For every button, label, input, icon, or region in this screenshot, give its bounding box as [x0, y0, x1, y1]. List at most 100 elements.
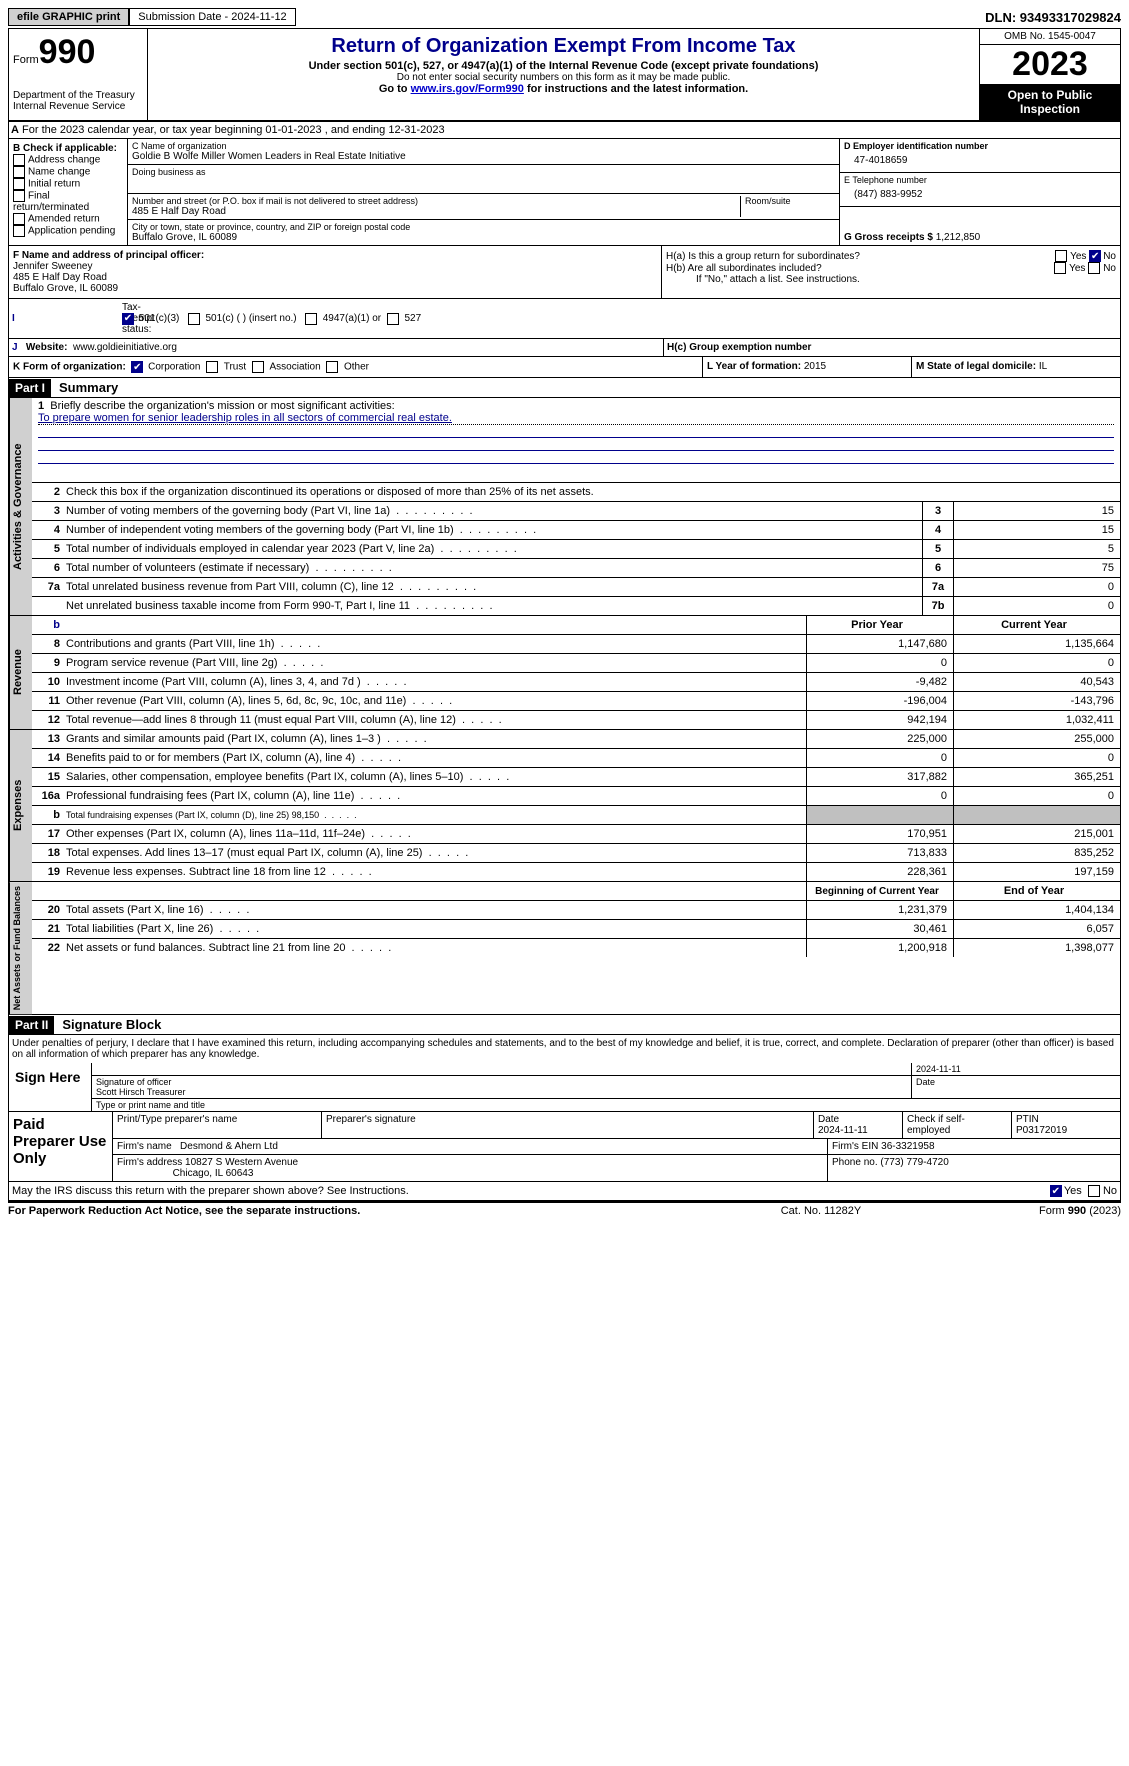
- date-label: Date: [912, 1076, 1120, 1098]
- sidebar-governance: Activities & Governance: [9, 398, 32, 615]
- goto-prefix: Go to: [379, 83, 411, 95]
- 527: 527: [404, 313, 421, 324]
- chk-initial-return: Initial return: [28, 179, 80, 190]
- f-officer-label: F Name and address of principal officer:: [13, 250, 204, 261]
- tax-year: 2023: [980, 45, 1120, 84]
- state-domicile: IL: [1039, 361, 1047, 372]
- checked-icon: ✔: [131, 361, 143, 373]
- form-footer: Form 990 (2023): [921, 1205, 1121, 1217]
- irs-link[interactable]: www.irs.gov/Form990: [411, 83, 524, 95]
- form-number: 990: [39, 33, 96, 71]
- g-gross-label: G Gross receipts $: [844, 232, 933, 243]
- submission-date: Submission Date - 2024-11-12: [129, 8, 295, 26]
- eoy-hdr: End of Year: [953, 882, 1120, 900]
- checked-icon: ✔: [1050, 1185, 1062, 1197]
- firm-addr-label: Firm's address: [117, 1157, 182, 1168]
- 4947a1: 4947(a)(1) or: [323, 313, 381, 324]
- form-label: Form: [13, 54, 39, 66]
- room-label: Room/suite: [745, 196, 835, 206]
- checkbox-icon[interactable]: [188, 313, 200, 325]
- checkbox-icon[interactable]: [1088, 262, 1100, 274]
- city-state-zip: Buffalo Grove, IL 60089: [132, 232, 835, 243]
- c-name-label: C Name of organization: [132, 141, 835, 151]
- firm-phone-label: Phone no.: [832, 1157, 878, 1168]
- l-label: L Year of formation:: [707, 361, 801, 372]
- checkbox-icon[interactable]: [1055, 250, 1067, 262]
- part1-title: Summary: [51, 378, 126, 397]
- chk-address-change: Address change: [28, 155, 100, 166]
- officer-addr2: Buffalo Grove, IL 60089: [13, 283, 118, 294]
- ptin-value: P03172019: [1016, 1125, 1067, 1136]
- checkbox-icon[interactable]: [13, 190, 25, 202]
- omb-number: OMB No. 1545-0047: [980, 29, 1120, 45]
- prior-year-hdr: Prior Year: [806, 616, 953, 634]
- line-a-tax-year: A For the 2023 calendar year, or tax yea…: [8, 122, 1121, 139]
- checkbox-icon[interactable]: [387, 313, 399, 325]
- hc-label: H(c) Group exemption number: [667, 342, 811, 353]
- l1-label: Briefly describe the organization's miss…: [50, 400, 394, 412]
- k-label: K Form of organization:: [13, 362, 126, 373]
- open-to-public: Open to Public Inspection: [980, 84, 1120, 120]
- current-year-hdr: Current Year: [953, 616, 1120, 634]
- firm-addr1: 10827 S Western Avenue: [185, 1157, 298, 1168]
- pt-name-label: Print/Type preparer's name: [113, 1112, 322, 1138]
- pt-sig-label: Preparer's signature: [322, 1112, 814, 1138]
- k-assoc: Association: [270, 362, 321, 373]
- l2-text: Check this box if the organization disco…: [66, 485, 1120, 499]
- dln: DLN: 93493317029824: [985, 10, 1121, 25]
- bocy-hdr: Beginning of Current Year: [806, 882, 953, 900]
- checkbox-icon[interactable]: [1054, 262, 1066, 274]
- checkbox-icon[interactable]: [326, 361, 338, 373]
- hb-note: If "No," attach a list. See instructions…: [666, 274, 1116, 285]
- checkbox-icon[interactable]: [13, 213, 25, 225]
- sign-date: 2024-11-11: [912, 1063, 1120, 1075]
- chk-amended: Amended return: [28, 214, 100, 225]
- yes-label: Yes: [1064, 1185, 1082, 1197]
- section-b-checkboxes: B Check if applicable: Address change Na…: [9, 139, 128, 245]
- paid-preparer-label: Paid Preparer Use Only: [9, 1112, 113, 1181]
- checkbox-icon[interactable]: [206, 361, 218, 373]
- dba-label: Doing business as: [132, 167, 835, 177]
- chk-name-change: Name change: [28, 167, 90, 178]
- firm-name: Desmond & Ahern Ltd: [180, 1141, 278, 1152]
- sign-here-label: Sign Here: [9, 1063, 92, 1111]
- k-trust: Trust: [224, 362, 246, 373]
- city-label: City or town, state or province, country…: [132, 222, 835, 232]
- website-value: www.goldieinitiative.org: [73, 342, 177, 353]
- ssn-warning: Do not enter social security numbers on …: [152, 72, 975, 83]
- prep-date-label: Date: [818, 1114, 839, 1125]
- sidebar-revenue: Revenue: [9, 616, 32, 729]
- firm-phone: (773) 779-4720: [880, 1157, 948, 1168]
- year-formation: 2015: [804, 361, 826, 372]
- checkbox-icon[interactable]: [13, 154, 25, 166]
- addr-label: Number and street (or P.O. box if mail i…: [132, 196, 740, 206]
- 501c: 501(c) ( ) (insert no.): [205, 313, 296, 324]
- officer-addr1: 485 E Half Day Road: [13, 272, 107, 283]
- may-irs-discuss: May the IRS discuss this return with the…: [12, 1185, 1050, 1197]
- checkbox-icon[interactable]: [252, 361, 264, 373]
- checkbox-icon[interactable]: [1088, 1185, 1100, 1197]
- part1-header: Part I: [9, 379, 51, 397]
- part2-header: Part II: [9, 1016, 54, 1034]
- part2-title: Signature Block: [54, 1015, 169, 1034]
- yes-label: Yes: [1070, 251, 1086, 262]
- checked-icon: ✔: [1089, 250, 1101, 262]
- checkbox-icon[interactable]: [305, 313, 317, 325]
- firm-ein: 36-3321958: [881, 1141, 934, 1152]
- gross-receipts: 1,212,850: [936, 232, 981, 243]
- checkbox-icon[interactable]: [13, 225, 25, 237]
- checkbox-icon[interactable]: [13, 166, 25, 178]
- self-employed-label: Check if self-employed: [903, 1112, 1012, 1138]
- phone-value: (847) 883-9952: [844, 185, 1116, 204]
- mission-text: To prepare women for senior leadership r…: [38, 412, 1114, 425]
- sig-officer-label: Signature of officer: [96, 1077, 171, 1087]
- sidebar-expenses: Expenses: [9, 730, 32, 881]
- ptin-label: PTIN: [1016, 1114, 1039, 1125]
- dept-treasury: Department of the Treasury Internal Reve…: [13, 90, 143, 112]
- hb-label: H(b) Are all subordinates included?: [666, 263, 1054, 274]
- type-name-label: Type or print name and title: [92, 1099, 1120, 1111]
- perjury-statement: Under penalties of perjury, I declare th…: [8, 1035, 1121, 1063]
- efile-print-button[interactable]: efile GRAPHIC print: [8, 8, 129, 26]
- no-label: No: [1103, 1185, 1117, 1197]
- checkbox-icon[interactable]: [13, 178, 25, 190]
